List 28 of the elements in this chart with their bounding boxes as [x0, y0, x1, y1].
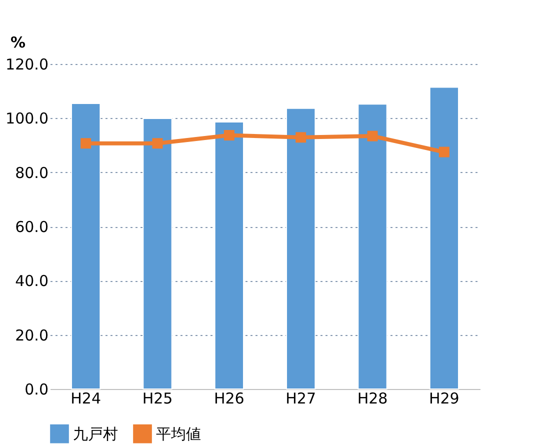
x-tick-label: H24 [70, 390, 102, 408]
x-tick-label: H27 [286, 390, 316, 408]
point [367, 130, 378, 142]
y-tick-label: 80.0 [15, 164, 48, 182]
y-tick-label: 60.0 [15, 218, 48, 236]
bar [142, 118, 172, 390]
legend-label: 九戸村 [73, 424, 118, 443]
bar [358, 104, 388, 390]
y-axis-title: % [10, 34, 26, 52]
y-tick-label: 120.0 [6, 56, 48, 74]
legend-label: 平均値 [156, 424, 201, 443]
bar [286, 108, 316, 390]
point [296, 132, 306, 143]
x-tick-label: H25 [142, 390, 173, 408]
point [80, 138, 92, 149]
x-tick-label: H28 [357, 390, 388, 408]
bar [71, 103, 101, 390]
y-tick-label: 40.0 [15, 272, 48, 290]
bar [429, 86, 459, 390]
point [224, 130, 234, 140]
x-tick-label: H26 [214, 390, 244, 408]
y-tick-label: 20.0 [15, 326, 48, 344]
y-tick-label: 100.0 [6, 110, 48, 128]
bar [214, 121, 244, 390]
point [152, 138, 163, 149]
x-tick-label: H29 [428, 390, 460, 408]
point [438, 146, 450, 158]
y-tick-label: 0.0 [24, 380, 48, 398]
